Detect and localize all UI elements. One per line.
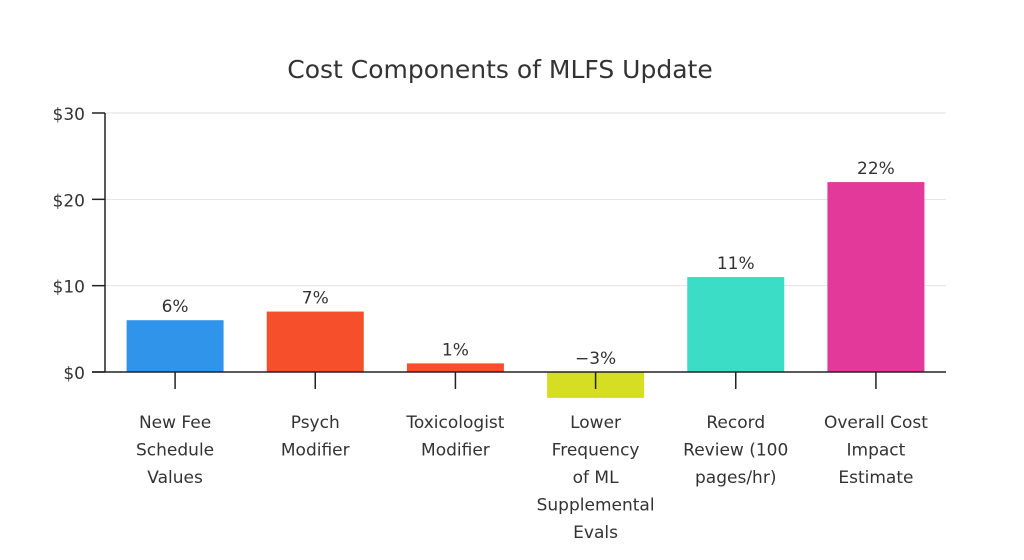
x-tick-label: Lower Frequency of ML Supplemental Evals <box>537 413 655 543</box>
x-tick-label: New Fee Schedule Values <box>136 413 214 488</box>
x-tick-label-line: Modifier <box>421 441 490 461</box>
y-tick-label: $0 <box>63 364 85 384</box>
bar <box>266 311 364 372</box>
bar <box>687 277 785 372</box>
x-tick-label: Overall Cost Impact Estimate <box>824 413 928 488</box>
data-label: 6% <box>162 297 189 317</box>
x-tick-label-line: Psych <box>291 413 340 433</box>
x-tick-label-line: Evals <box>573 523 618 543</box>
x-tick-label-line: Overall Cost <box>824 413 928 433</box>
x-tick-label-line: Toxicologist <box>405 413 504 433</box>
y-tick-label: $30 <box>53 105 85 125</box>
y-tick-label: $20 <box>53 191 85 211</box>
bar <box>126 320 224 372</box>
x-tick-label: Record Review (100 pages/hr) <box>683 413 788 488</box>
data-label: 11% <box>717 254 755 274</box>
data-label: −3% <box>575 349 616 369</box>
data-label: 1% <box>442 340 469 360</box>
data-label: 7% <box>302 289 329 309</box>
chart-title: Cost Components of MLFS Update <box>287 55 712 84</box>
x-tick-label-line: Review (100 <box>683 441 788 461</box>
x-tick-label-line: Record <box>706 413 765 433</box>
bar <box>827 182 925 372</box>
y-tick-label: $10 <box>53 278 85 298</box>
bar <box>406 363 504 372</box>
x-tick-label-line: pages/hr) <box>695 468 776 488</box>
x-tick-label-line: Schedule <box>136 441 214 461</box>
x-tick-label-line: Lower <box>570 413 621 433</box>
x-tick-label-line: Impact <box>847 441 906 461</box>
x-tick-label: Psych Modifier <box>281 413 350 461</box>
x-tick-label-line: Values <box>147 468 203 488</box>
x-tick-label-line: of ML <box>573 468 619 488</box>
x-tick-label-line: Estimate <box>838 468 913 488</box>
x-tick-label-line: Supplemental <box>537 496 655 516</box>
x-tick-label-line: New Fee <box>139 413 211 433</box>
x-tick-label: Toxicologist Modifier <box>405 413 504 461</box>
x-tick-label-line: Modifier <box>281 441 350 461</box>
x-tick-label-line: Frequency <box>552 441 640 461</box>
data-label: 22% <box>857 159 895 179</box>
